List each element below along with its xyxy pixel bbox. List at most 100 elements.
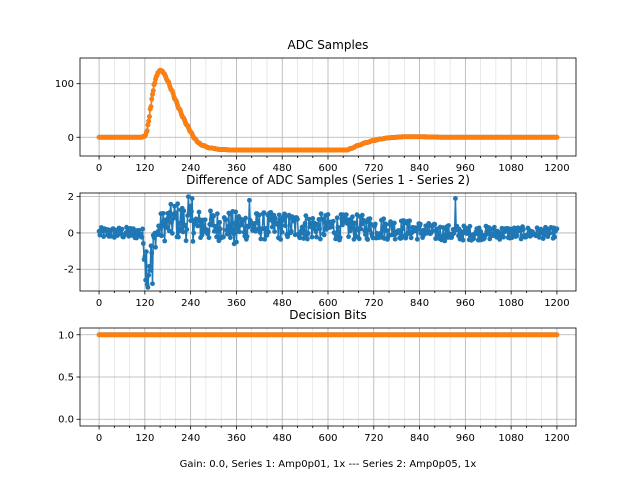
data-point [268,209,274,215]
x-tick-label: 1080 [498,433,523,444]
data-point [146,272,152,278]
x-tick-label: 480 [273,298,292,309]
data-point [159,233,165,239]
data-point [336,229,342,235]
data-point [279,229,285,235]
data-point [139,234,145,240]
x-tick-label: 120 [135,298,154,309]
data-point [350,214,355,220]
y-tick-label: 0 [68,228,74,239]
data-point [300,224,306,230]
data-point [335,224,341,230]
data-point [317,226,323,232]
data-point [150,92,155,97]
plot-area [96,332,560,338]
data-point [346,234,351,240]
data-point [199,232,205,238]
data-point [232,220,238,226]
data-point [145,122,151,128]
data-point [471,236,477,242]
data-point [151,235,157,241]
subplot-2: 0 120 240 360 480 600 720 840 960 1080 1200 -2 0 2 Dif… [64,173,577,309]
data-point [150,88,156,94]
data-point [466,229,471,235]
data-point [147,268,153,273]
x-tick-label: 120 [135,433,154,444]
x-tick-label: 600 [318,433,337,444]
data-point [362,228,368,233]
series-series-1-series-2 [96,194,560,290]
data-point [169,230,175,236]
data-point [183,238,189,244]
data-point [380,226,386,232]
data-point [255,220,261,226]
data-point [343,212,349,218]
data-point [214,234,219,240]
data-point [180,229,186,235]
data-point [256,212,262,218]
data-point [281,217,287,223]
y-tick-label: 0.5 [58,373,74,384]
data-point [272,215,278,221]
data-point [227,235,233,241]
data-point [352,220,358,226]
x-tick-label: 360 [227,163,246,174]
data-point [305,236,310,242]
data-point [182,222,188,228]
data-point [202,217,208,223]
data-point [362,232,368,237]
data-point [258,236,264,242]
data-point [140,226,145,232]
data-point [266,229,271,235]
data-point [211,213,216,219]
data-point [514,233,520,239]
x-tick-label: 1200 [544,163,569,174]
data-point [547,230,553,236]
data-point [244,234,250,239]
data-point [322,219,328,225]
data-point [175,201,181,207]
x-tick-label: 240 [181,433,200,444]
data-point [257,230,263,235]
data-point [552,234,558,240]
data-point [359,212,365,218]
subplot-1: 0 120 240 360 480 600 720 840 960 1080 1200 0 100 ADC… [55,38,577,174]
data-point [189,196,195,201]
data-point [189,209,194,214]
data-point [143,249,149,255]
data-point [177,220,183,226]
data-point [436,230,442,236]
data-point [417,221,423,227]
data-point [340,222,345,228]
data-point [97,232,103,238]
data-point [303,213,309,219]
data-point [317,236,323,242]
data-point [554,226,560,232]
x-tick-label: 600 [318,163,337,174]
data-point [206,235,212,241]
data-point [150,281,155,287]
data-point [442,238,448,244]
data-point [160,210,166,216]
data-point [211,228,217,234]
axes-frame [79,192,577,292]
data-point [487,236,493,242]
data-point [214,211,220,217]
data-point [261,210,267,216]
x-tick-label: 960 [456,298,475,309]
x-tick-label: 960 [456,163,475,174]
x-tick-label: 840 [410,163,429,174]
series-series-2 [96,332,560,338]
data-point [396,228,402,233]
data-point [149,250,155,256]
data-point [218,226,223,232]
data-point [145,284,151,290]
data-point [347,228,353,234]
data-point [383,221,389,227]
data-point [282,223,288,229]
y-tick-label: 1.0 [58,330,74,341]
data-point [509,235,515,241]
data-point [554,332,560,338]
data-point [392,236,398,242]
data-point [172,214,178,220]
